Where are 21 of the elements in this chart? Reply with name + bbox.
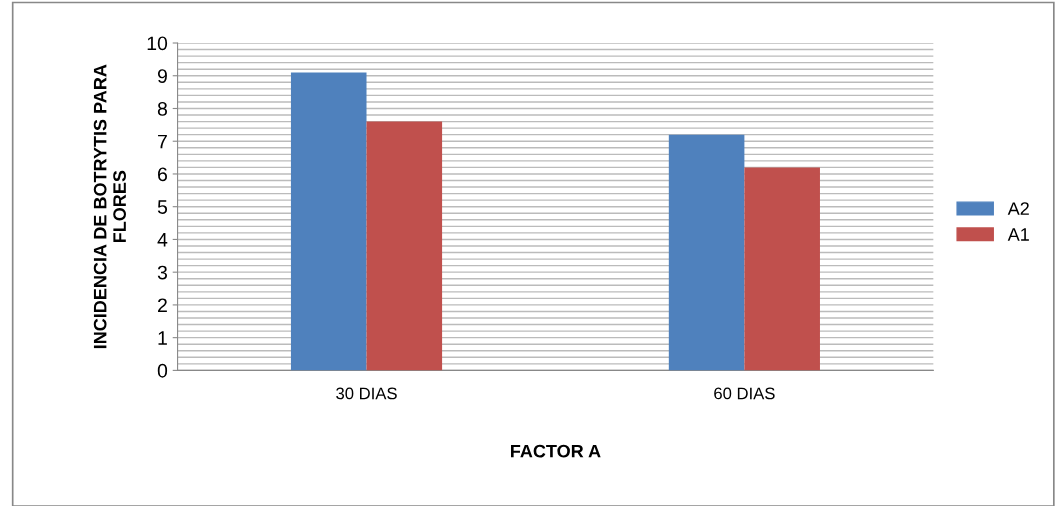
y-tick-label: 7 [158, 134, 167, 149]
y-tick-label: 4 [157, 233, 168, 247]
legend-label: A1 [1007, 228, 1029, 241]
bar [744, 167, 820, 371]
bar [668, 134, 745, 371]
bar [290, 72, 367, 371]
legend-label: A2 [1007, 202, 1029, 215]
y-tick-label: 1 [158, 331, 167, 345]
y-tick-label: 9 [157, 69, 167, 83]
x-tick-label: 60 DIAS [714, 387, 775, 400]
y-tick-label: 0 [157, 363, 168, 378]
y-tick-label: 5 [157, 200, 168, 214]
y-tick-label: 10 [147, 36, 168, 51]
y-tick-label: 3 [157, 265, 167, 280]
x-tick-label: 30 DIAS [336, 387, 397, 400]
x-axis-title: FACTOR A [511, 444, 601, 458]
y-tick-label: 2 [158, 298, 167, 312]
y-tick-label: 8 [157, 101, 168, 116]
y-tick-label: 6 [158, 167, 167, 182]
y-axis-title: INCIDENCIA DE BOTRYTIS PARA FLORES [93, 64, 126, 349]
bar [366, 121, 443, 371]
